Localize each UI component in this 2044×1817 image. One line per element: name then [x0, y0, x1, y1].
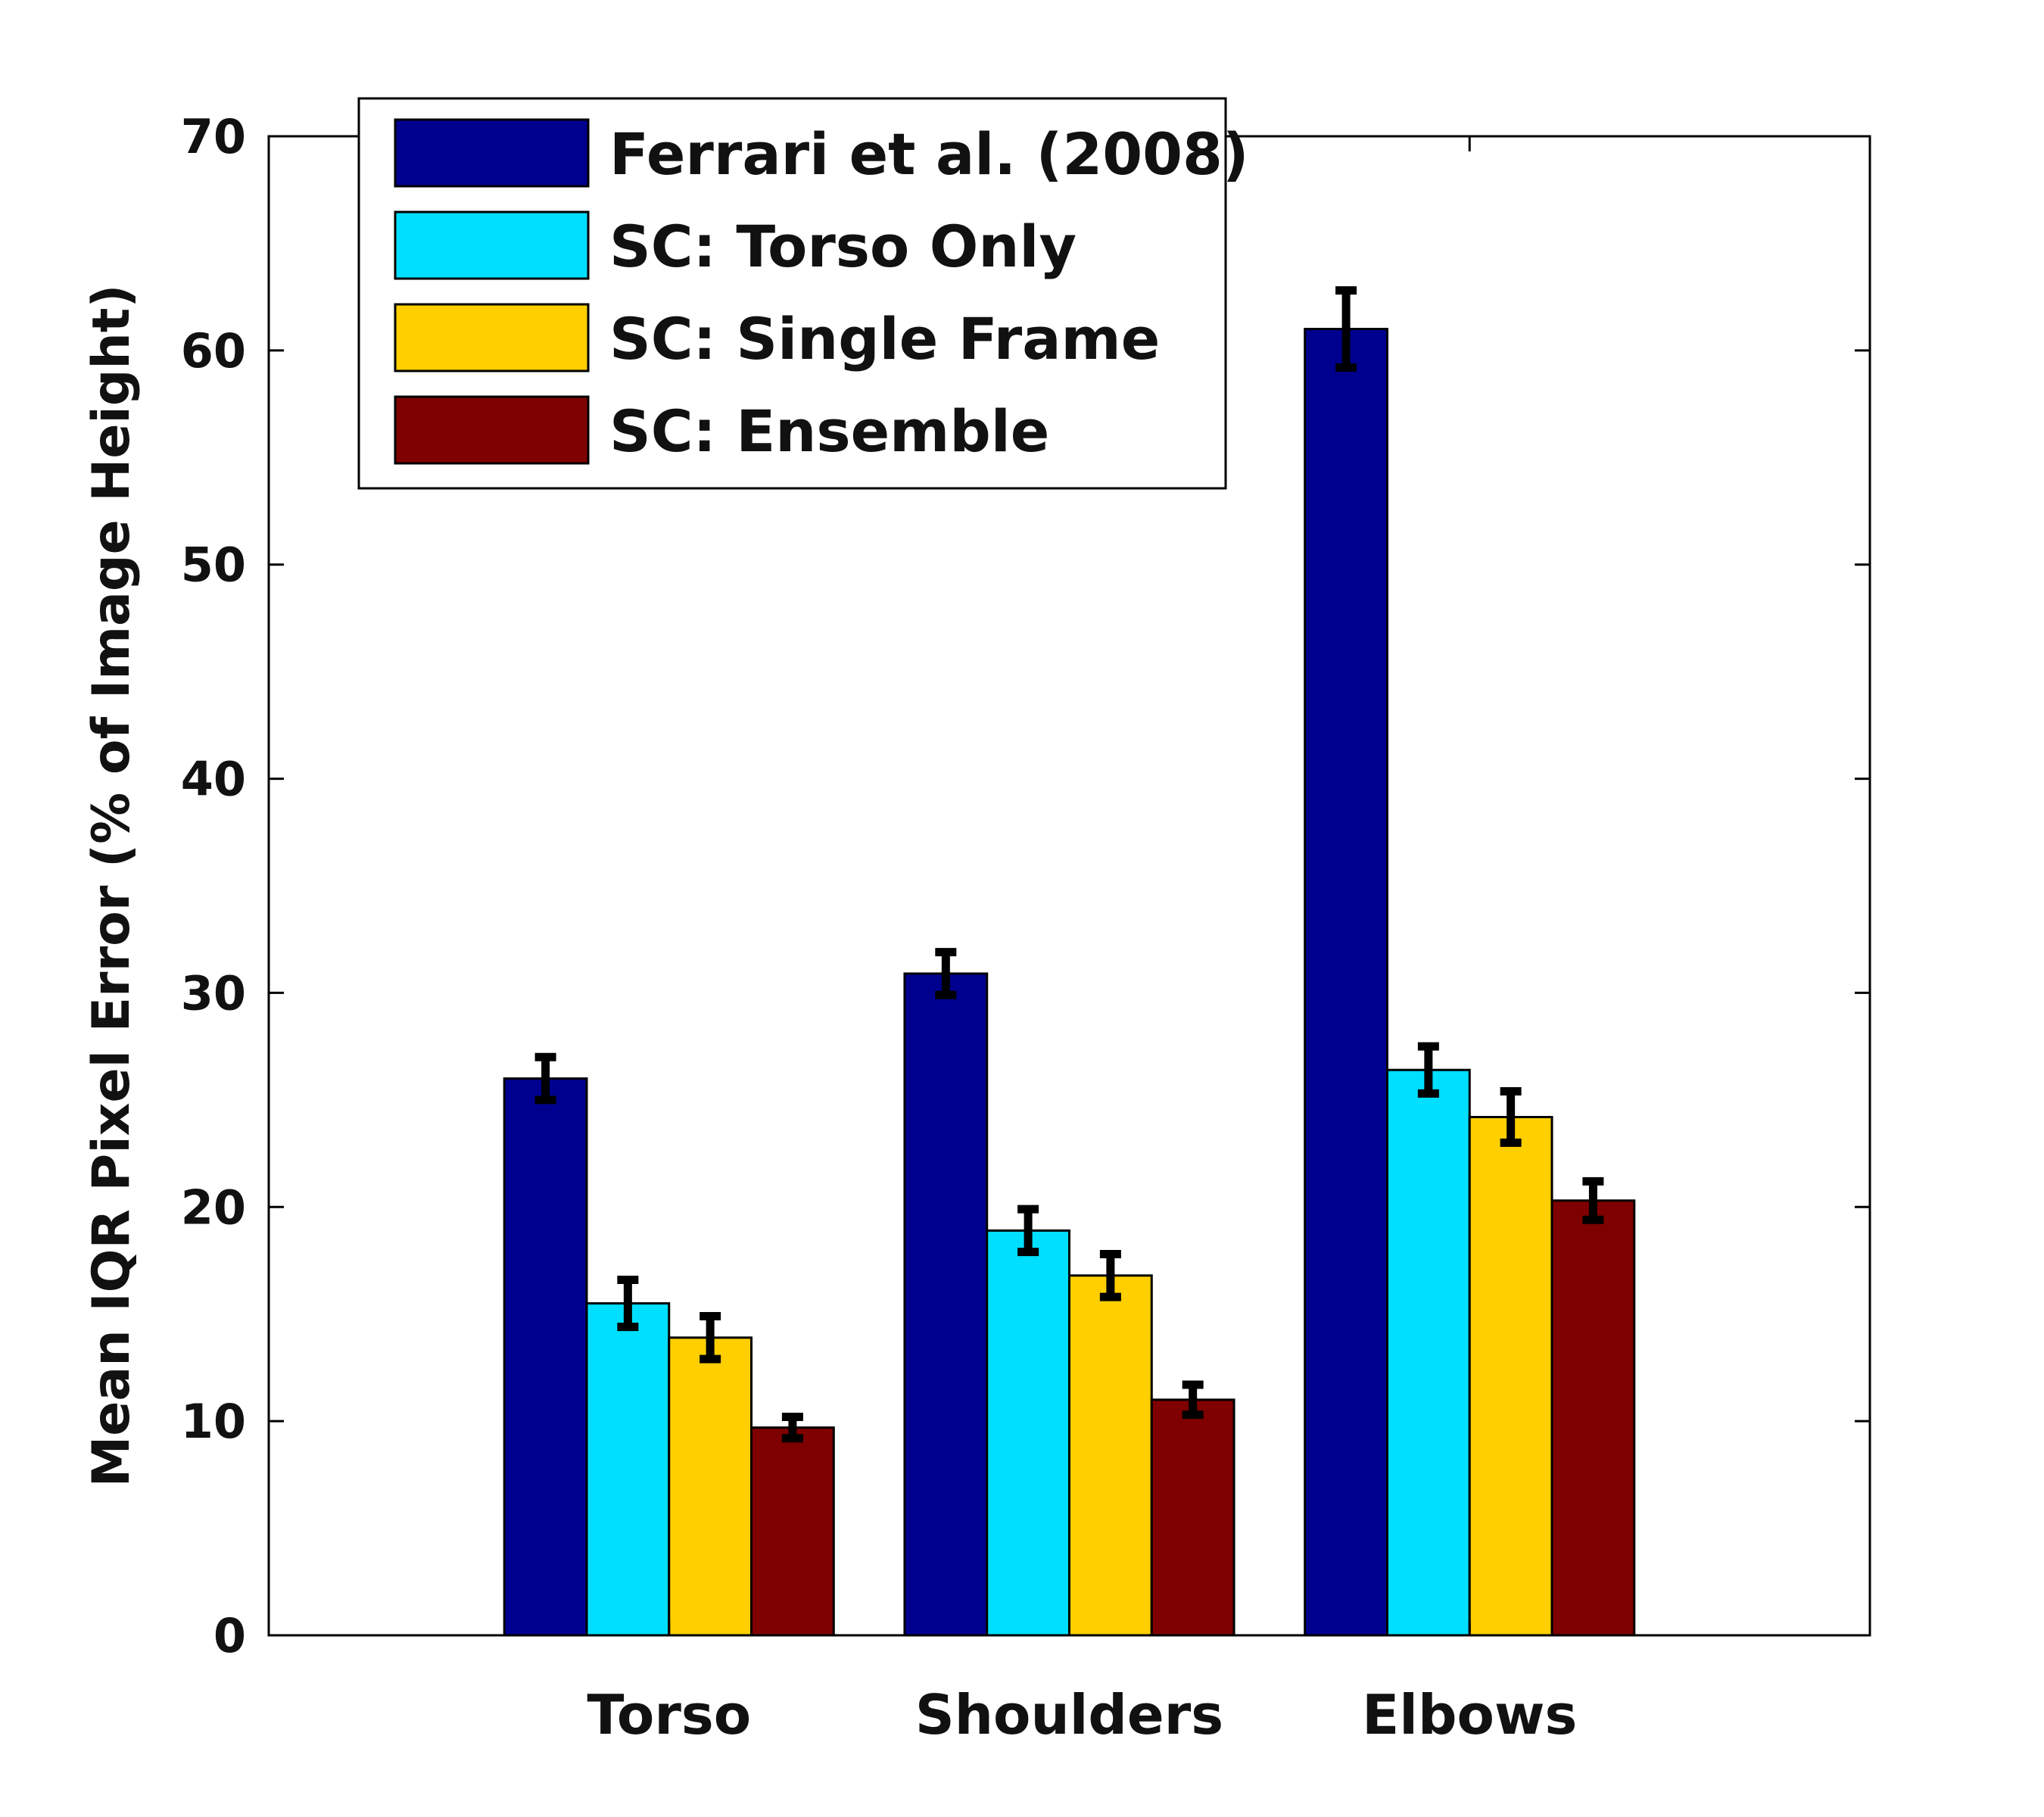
legend: Ferrari et al. (2008) SC: Torso Only SC: S…	[357, 97, 1249, 490]
legend-swatch	[394, 118, 590, 188]
legend-label: SC: Single Frame	[609, 305, 1160, 372]
bars-layer	[503, 328, 1636, 1637]
legend-item-2: SC: Torso Only	[394, 210, 1077, 280]
errorbar-shoulders-series-3	[1099, 1250, 1121, 1301]
y-tick-label: 60	[181, 323, 246, 379]
bar-elbows-series-2	[1385, 1068, 1471, 1637]
bar-shoulders-series-2	[986, 1229, 1070, 1637]
y-tick-label: 20	[181, 1180, 246, 1235]
bar-elbows-series-3	[1468, 1115, 1553, 1637]
errorbar-shoulders-series-1	[935, 948, 957, 999]
category-label-torso: Torso	[587, 1683, 751, 1747]
y-tick-label: 0	[213, 1608, 246, 1663]
bar-elbows-series-1	[1304, 328, 1388, 1637]
errorbar-torso-series-4	[781, 1412, 803, 1443]
y-tick-label: 30	[181, 965, 246, 1021]
y-tick-label: 40	[181, 752, 246, 807]
y-tick-label: 50	[181, 538, 246, 593]
errorbar-elbows-series-3	[1500, 1087, 1522, 1147]
errorbar-elbows-series-2	[1417, 1042, 1439, 1098]
errorbar-elbows-series-1	[1335, 286, 1357, 372]
y-axis-title: Mean IQR Pixel Error (% of Image Height)	[82, 285, 142, 1488]
errorbar-torso-series-1	[534, 1052, 556, 1105]
legend-swatch	[394, 210, 590, 280]
legend-item-4: SC: Ensemble	[394, 395, 1049, 465]
category-label-shoulders: Shoulders	[915, 1683, 1223, 1747]
legend-label: Ferrari et al. (2008)	[609, 120, 1249, 188]
category-labels: Torso Shoulders Elbows	[587, 1683, 1577, 1747]
bar-torso-series-4	[750, 1426, 835, 1637]
errorbar-elbows-series-4	[1582, 1177, 1604, 1224]
legend-swatch	[394, 395, 590, 465]
category-label-elbows: Elbows	[1362, 1683, 1577, 1747]
errorbar-shoulders-series-2	[1017, 1205, 1039, 1257]
bar-shoulders-series-3	[1068, 1274, 1153, 1637]
bar-torso-series-3	[668, 1336, 753, 1637]
bar-shoulders-series-4	[1150, 1398, 1235, 1637]
legend-label: SC: Torso Only	[609, 213, 1077, 280]
bar-elbows-series-4	[1550, 1199, 1636, 1637]
bar-torso-series-1	[503, 1077, 588, 1637]
errorbar-torso-series-3	[700, 1312, 721, 1364]
errorbar-shoulders-series-4	[1182, 1380, 1204, 1420]
legend-item-1: Ferrari et al. (2008)	[394, 118, 1249, 188]
ticks-layer: 0 10 20 30 40 50 60 70	[181, 109, 1870, 1663]
y-tick-label: 10	[181, 1394, 246, 1449]
bar-shoulders-series-1	[903, 972, 989, 1637]
legend-swatch	[394, 303, 590, 372]
y-tick-label: 70	[181, 109, 246, 164]
legend-label: SC: Ensemble	[609, 397, 1049, 465]
errorbar-torso-series-2	[617, 1275, 639, 1332]
errorbar-layer	[534, 286, 1604, 1443]
legend-items: Ferrari et al. (2008) SC: Torso Only SC: S…	[394, 118, 1249, 465]
bar-torso-series-2	[585, 1302, 671, 1637]
legend-item-3: SC: Single Frame	[394, 303, 1160, 372]
